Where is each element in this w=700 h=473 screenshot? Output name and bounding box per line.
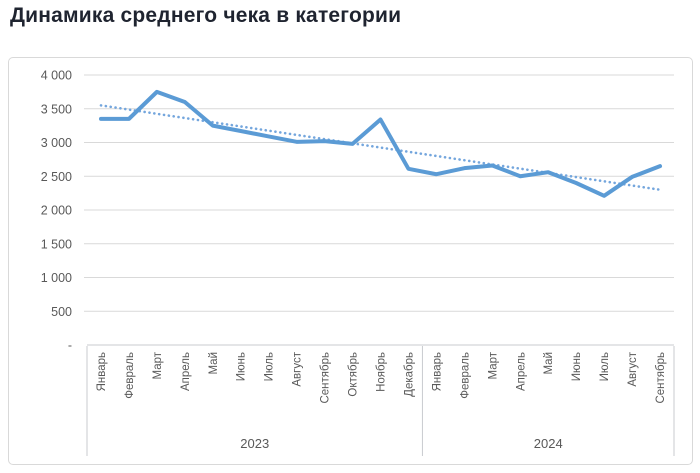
year-label: 2023 — [240, 436, 269, 451]
y-axis-label: 500 — [51, 305, 72, 319]
month-label: Май — [543, 352, 555, 375]
month-label: Апрель — [180, 352, 192, 391]
month-label: Июнь — [571, 352, 583, 381]
month-label: Июнь — [236, 352, 248, 381]
month-label: Январь — [96, 352, 108, 391]
month-label: Июль — [264, 352, 276, 381]
data-line — [98, 89, 663, 198]
month-label: Август — [292, 351, 304, 386]
y-axis-label: 3 000 — [41, 136, 72, 150]
month-label: Июль — [599, 352, 611, 381]
y-axis-label: 4 000 — [41, 69, 72, 83]
month-label: Август — [627, 351, 639, 386]
y-axis-label: 3 500 — [41, 102, 72, 116]
month-label: Ноябрь — [376, 352, 388, 392]
month-label: Февраль — [459, 352, 471, 399]
page-title: Динамика среднего чека в категории — [10, 4, 402, 27]
month-label: Март — [487, 351, 499, 379]
trend-line — [99, 104, 662, 192]
y-axis-label: 1 000 — [41, 271, 72, 285]
y-axis-label: 1 500 — [41, 237, 72, 251]
month-label: Апрель — [515, 352, 527, 391]
month-label: Сентябрь — [655, 352, 667, 404]
month-label: Январь — [431, 352, 443, 391]
month-label: Май — [208, 352, 220, 375]
y-axis-label: 2 500 — [41, 170, 72, 184]
chart-card — [8, 57, 693, 465]
month-label: Октябрь — [348, 352, 360, 397]
month-label: Сентябрь — [320, 352, 332, 404]
y-axis-label: 2 000 — [41, 204, 72, 218]
month-label: Февраль — [124, 352, 136, 399]
y-axis-label: - — [68, 339, 72, 353]
month-label: Март — [152, 351, 164, 379]
year-label: 2024 — [534, 436, 563, 451]
month-label: Декабрь — [403, 352, 415, 397]
